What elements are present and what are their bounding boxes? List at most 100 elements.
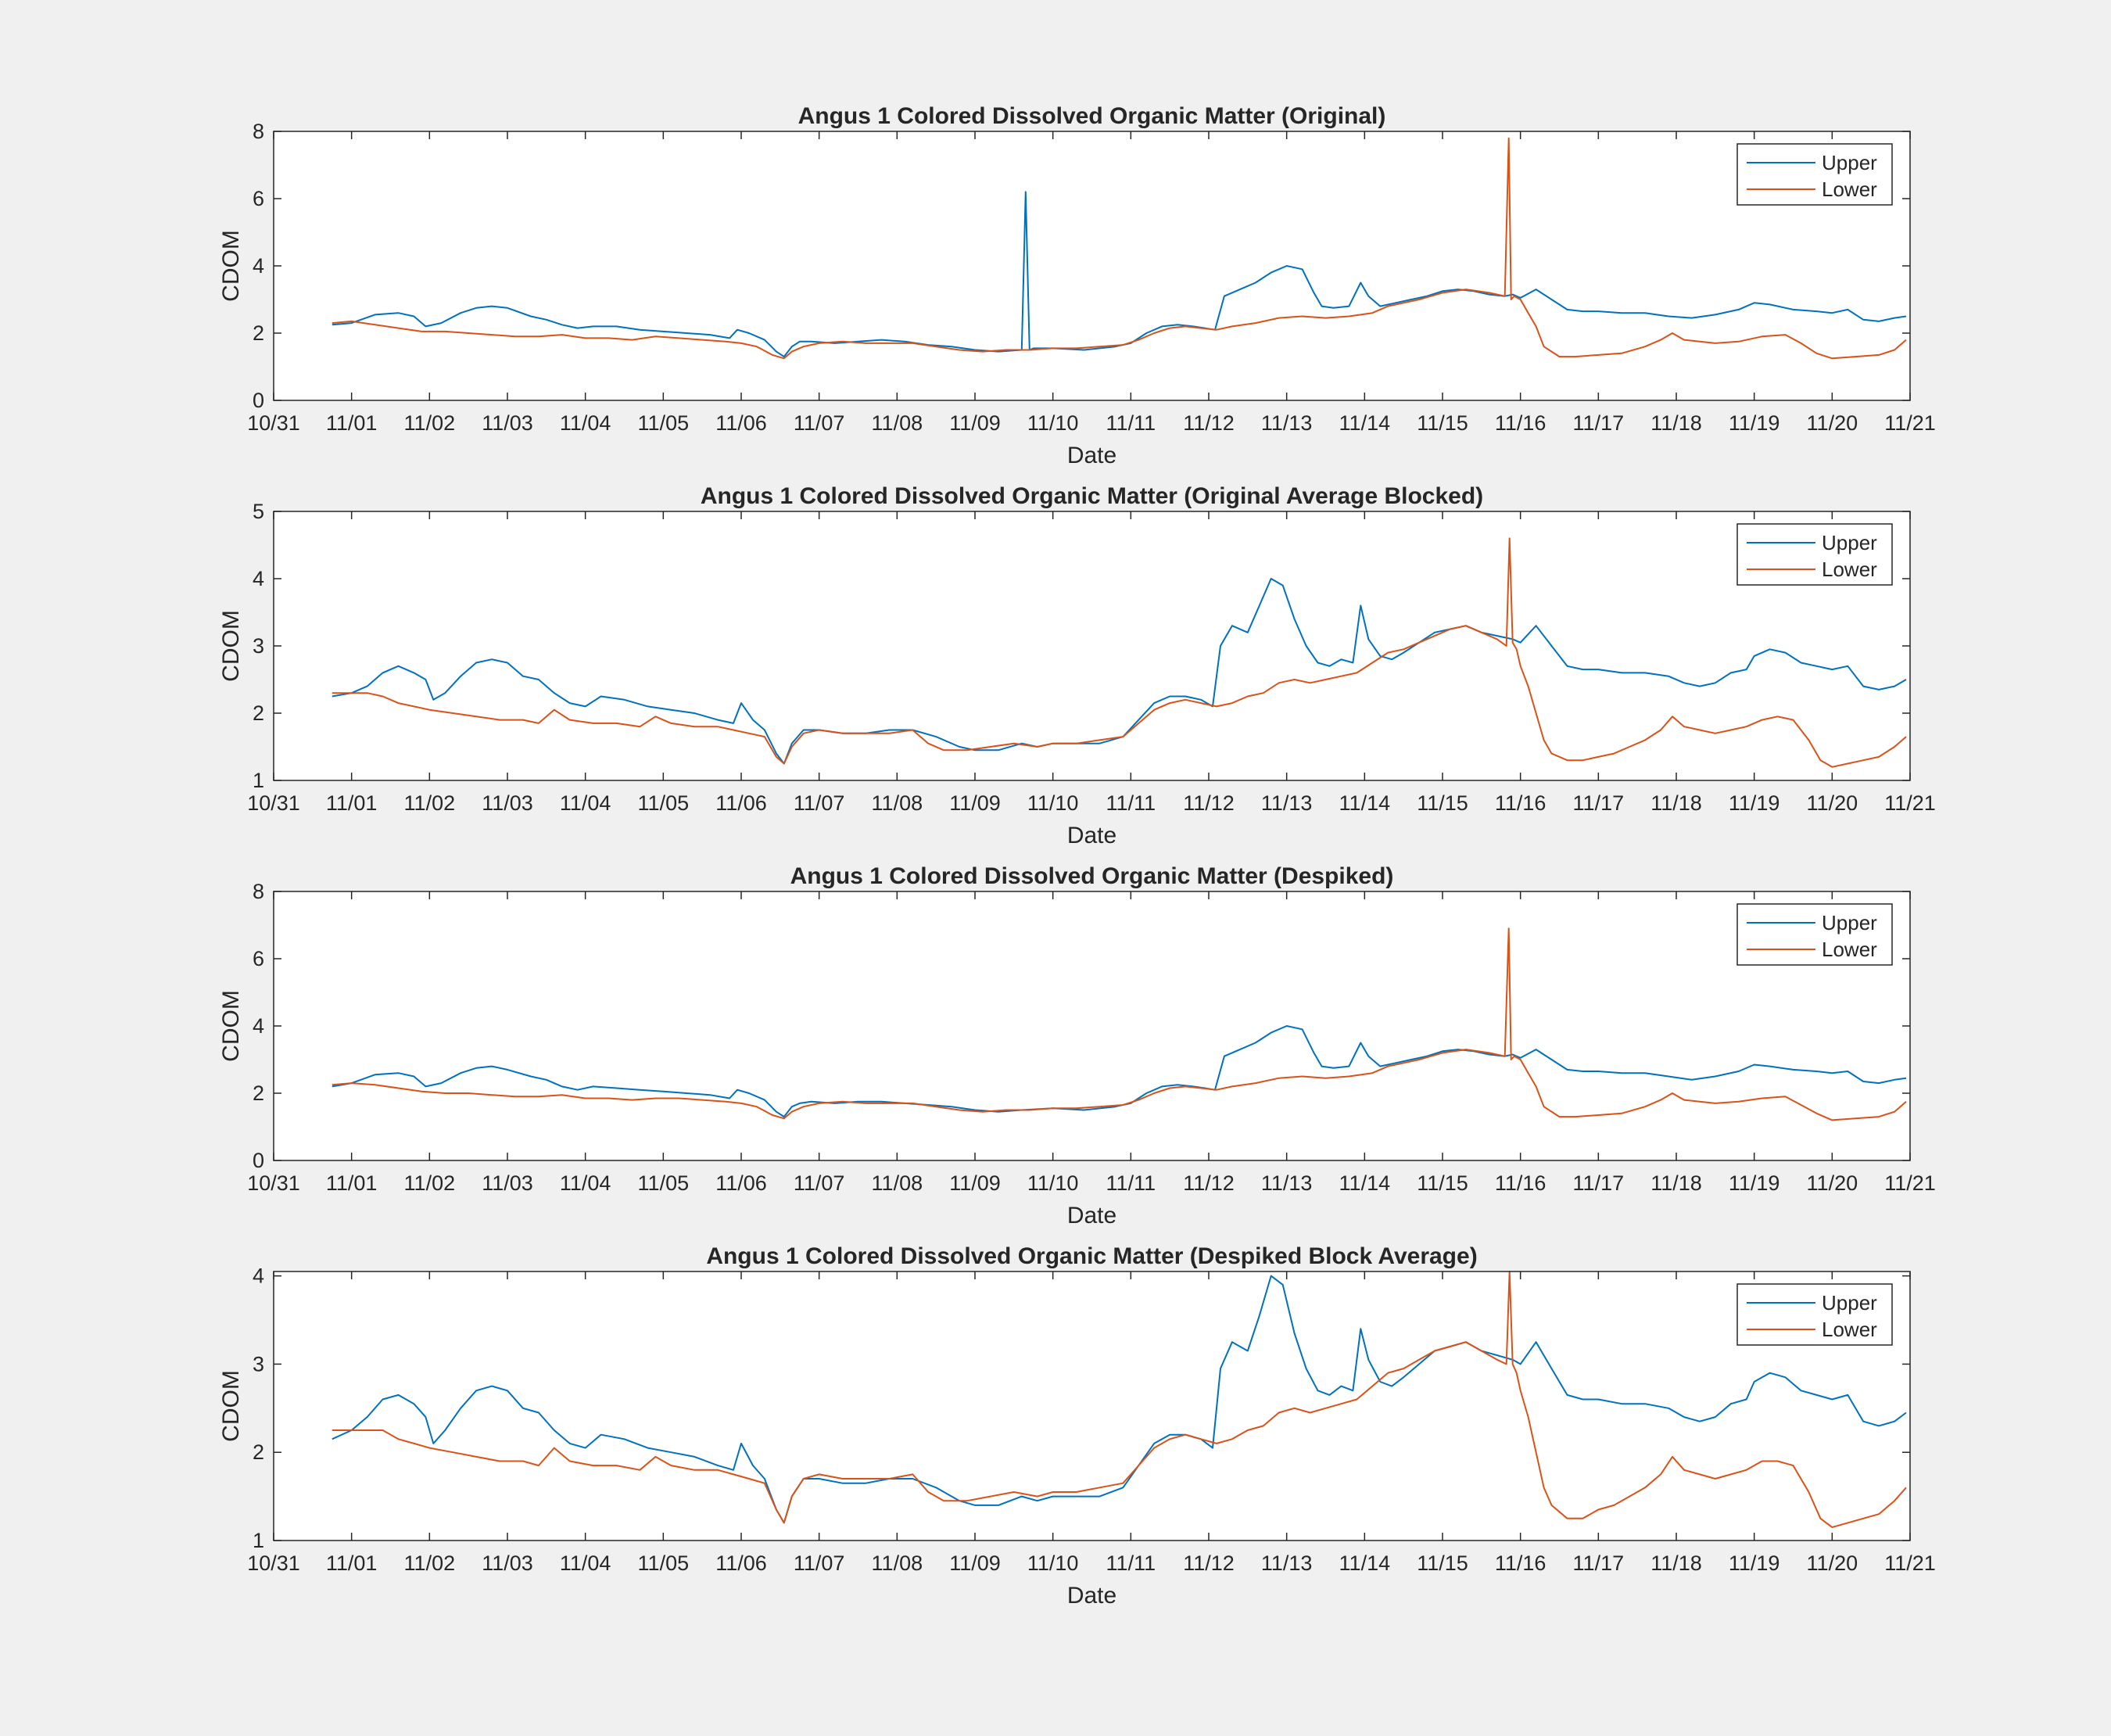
- y-tick-label: 8: [253, 120, 264, 143]
- x-tick-label: 11/02: [404, 1551, 456, 1575]
- y-tick-label: 8: [253, 880, 264, 903]
- y-tick-label: 3: [253, 634, 264, 658]
- x-tick-label: 11/04: [560, 791, 611, 815]
- x-tick-label: 11/04: [560, 411, 611, 435]
- x-tick-label: 11/20: [1807, 1171, 1858, 1195]
- y-tick-label: 1: [253, 1529, 264, 1552]
- x-tick-label: 11/03: [482, 1551, 533, 1575]
- x-tick-label: 11/06: [715, 1551, 767, 1575]
- x-tick-label: 11/04: [560, 1171, 611, 1195]
- x-axis-label: Date: [1067, 1583, 1116, 1609]
- x-tick-label: 11/12: [1183, 411, 1235, 435]
- x-tick-label: 11/11: [1106, 1171, 1156, 1195]
- x-tick-label: 11/08: [872, 411, 923, 435]
- legend-label: Upper: [1822, 151, 1877, 174]
- y-axis-label: CDOM: [218, 1370, 244, 1442]
- subplot-1: Angus 1 Colored Dissolved Organic Matter…: [218, 103, 1936, 468]
- x-tick-label: 11/13: [1261, 411, 1313, 435]
- x-tick-label: 11/05: [638, 1551, 690, 1575]
- y-axis-label: CDOM: [218, 230, 244, 302]
- x-tick-label: 11/16: [1495, 791, 1547, 815]
- y-tick-label: 4: [253, 567, 264, 590]
- x-tick-label: 11/09: [949, 1551, 1001, 1575]
- y-tick-label: 0: [253, 389, 264, 412]
- x-tick-label: 11/10: [1027, 791, 1079, 815]
- x-tick-label: 11/08: [872, 1171, 923, 1195]
- legend-box: [1736, 903, 1893, 966]
- x-tick-label: 11/07: [794, 791, 845, 815]
- x-tick-label: 11/15: [1417, 791, 1468, 815]
- x-tick-label: 11/18: [1650, 1171, 1702, 1195]
- x-tick-label: 11/05: [638, 1171, 690, 1195]
- x-tick-label: 11/16: [1495, 1551, 1547, 1575]
- x-tick-label: 11/07: [794, 1551, 845, 1575]
- x-tick-label: 11/08: [872, 791, 923, 815]
- subplot-4: Angus 1 Colored Dissolved Organic Matter…: [218, 1243, 1936, 1609]
- x-tick-label: 11/21: [1884, 1551, 1936, 1575]
- y-tick-label: 2: [253, 321, 264, 345]
- y-tick-label: 4: [253, 1014, 264, 1038]
- y-axis-label: CDOM: [218, 610, 244, 682]
- x-tick-label: 11/09: [949, 791, 1001, 815]
- x-tick-label: 11/12: [1183, 1551, 1235, 1575]
- x-tick-label: 11/20: [1807, 791, 1858, 815]
- x-tick-label: 11/19: [1729, 1551, 1780, 1575]
- x-tick-label: 11/09: [949, 411, 1001, 435]
- x-tick-label: 11/16: [1495, 1171, 1547, 1195]
- x-tick-label: 11/11: [1106, 1551, 1156, 1575]
- plot-area: [274, 511, 1910, 780]
- x-tick-label: 11/13: [1261, 1171, 1313, 1195]
- y-tick-label: 3: [253, 1352, 264, 1376]
- x-tick-label: 11/03: [482, 1171, 533, 1195]
- legend: Upper Lower: [1736, 523, 1893, 586]
- series-line-upper: [332, 1025, 1907, 1118]
- series-line-lower: [332, 1271, 1907, 1529]
- legend: Upper Lower: [1736, 143, 1893, 206]
- y-tick-label: 2: [253, 701, 264, 725]
- y-tick-label: 2: [253, 1081, 264, 1105]
- legend: Upper Lower: [1736, 903, 1893, 966]
- x-tick-label: 11/14: [1339, 411, 1391, 435]
- x-tick-label: 11/21: [1884, 791, 1936, 815]
- y-tick-label: 6: [253, 947, 264, 970]
- x-tick-label: 11/01: [326, 1171, 378, 1195]
- x-tick-label: 11/03: [482, 411, 533, 435]
- x-tick-label: 11/04: [560, 1551, 611, 1575]
- x-tick-label: 11/21: [1884, 411, 1936, 435]
- x-tick-label: 11/07: [794, 1171, 845, 1195]
- x-axis-label: Date: [1067, 443, 1116, 468]
- x-tick-label: 11/18: [1650, 1551, 1702, 1575]
- x-tick-label: 11/02: [404, 791, 456, 815]
- x-tick-label: 11/05: [638, 791, 690, 815]
- x-tick-label: 11/06: [715, 1171, 767, 1195]
- plot-area: [274, 131, 1910, 400]
- x-tick-label: 11/07: [794, 411, 845, 435]
- subplot-2: Angus 1 Colored Dissolved Organic Matter…: [218, 483, 1936, 848]
- x-tick-label: 11/09: [949, 1171, 1001, 1195]
- x-tick-label: 11/18: [1650, 411, 1702, 435]
- x-tick-label: 11/19: [1729, 1171, 1780, 1195]
- series-line-upper: [332, 578, 1907, 765]
- x-tick-label: 11/17: [1573, 791, 1625, 815]
- x-tick-label: 11/11: [1106, 791, 1156, 815]
- x-tick-label: 11/06: [715, 791, 767, 815]
- x-tick-label: 11/13: [1261, 791, 1313, 815]
- legend-box: [1736, 523, 1893, 586]
- x-tick-label: 11/20: [1807, 1551, 1858, 1575]
- x-tick-label: 11/14: [1339, 1171, 1391, 1195]
- chart-title: Angus 1 Colored Dissolved Organic Matter…: [701, 483, 1483, 509]
- y-tick-label: 0: [253, 1149, 264, 1172]
- y-tick-label: 2: [253, 1440, 264, 1464]
- x-tick-label: 11/19: [1729, 411, 1780, 435]
- x-tick-label: 11/01: [326, 791, 378, 815]
- x-tick-label: 11/15: [1417, 1551, 1468, 1575]
- x-tick-label: 11/03: [482, 791, 533, 815]
- x-tick-label: 11/10: [1027, 1551, 1079, 1575]
- plot-area: [274, 1272, 1910, 1541]
- x-tick-label: 11/21: [1884, 1171, 1936, 1195]
- plot-area: [274, 891, 1910, 1160]
- series-line-lower: [332, 537, 1907, 768]
- y-tick-label: 4: [253, 1264, 264, 1288]
- legend-label: Lower: [1822, 938, 1877, 961]
- y-axis-label: CDOM: [218, 990, 244, 1062]
